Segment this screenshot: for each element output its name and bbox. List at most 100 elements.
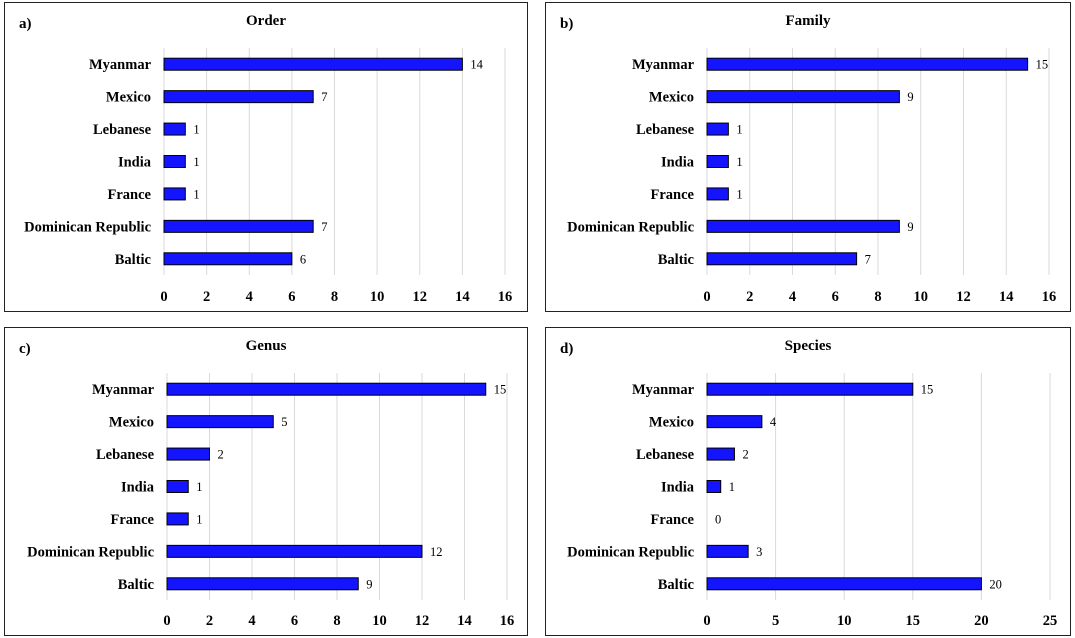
x-tick-label: 4 xyxy=(248,613,255,629)
data-label: 14 xyxy=(470,58,483,72)
x-tick-label: 4 xyxy=(246,289,253,305)
x-tick-label: 12 xyxy=(413,289,428,305)
data-label: 15 xyxy=(921,383,934,397)
category-label: Dominican Republic xyxy=(567,544,694,560)
chart-title: Order xyxy=(246,13,286,29)
data-label: 5 xyxy=(281,415,287,429)
x-tick-label: 6 xyxy=(291,613,298,629)
bar xyxy=(706,122,729,136)
category-label: Lebanese xyxy=(636,447,695,463)
data-label: 15 xyxy=(494,383,507,397)
bar-chart-family: 0 2 4 6 8 10 12 14 16 Myanmar 15 Mexico 9 Lebanese 1 In… xyxy=(567,48,1057,305)
data-label: 1 xyxy=(196,512,202,526)
chart-panel-species: d) Species 0 5 10 15 20 25 Myanmar 15 Mexico 4 Leb… xyxy=(545,327,1071,636)
bar xyxy=(166,544,423,558)
data-label: 4 xyxy=(770,415,777,429)
x-tick-label: 5 xyxy=(772,613,779,629)
x-tick-label: 20 xyxy=(974,613,989,629)
category-label: France xyxy=(651,512,695,528)
category-label: India xyxy=(118,155,152,171)
data-label: 1 xyxy=(736,155,742,169)
category-label: Mexico xyxy=(109,415,154,431)
category-label: France xyxy=(111,512,155,528)
data-label: 1 xyxy=(736,187,742,201)
x-tick-label: 12 xyxy=(956,289,971,305)
category-label: Mexico xyxy=(106,90,151,106)
category-label: France xyxy=(108,187,152,203)
data-label: 9 xyxy=(907,90,913,104)
bar xyxy=(706,577,982,591)
bar xyxy=(166,480,189,493)
data-label: 1 xyxy=(193,155,199,169)
x-tick-label: 16 xyxy=(498,289,513,305)
x-tick-label: 0 xyxy=(703,289,710,305)
data-label: 15 xyxy=(1036,58,1049,72)
x-tick-label: 14 xyxy=(457,613,472,629)
chart-title: Family xyxy=(785,13,831,29)
chart-panel-genus: c) Genus 0 2 4 6 8 10 12 14 16 Myanmar 15 Mexico 5 Le… xyxy=(4,327,528,636)
bar xyxy=(706,544,749,558)
x-tick-label: 8 xyxy=(333,613,340,629)
x-tick-label: 16 xyxy=(1042,289,1057,305)
category-label: Mexico xyxy=(649,415,694,431)
data-label: 9 xyxy=(366,577,372,591)
data-label: 6 xyxy=(300,252,306,266)
data-label: 2 xyxy=(742,448,748,462)
bar xyxy=(163,90,314,104)
bar xyxy=(163,219,314,233)
chart-title: Species xyxy=(784,338,832,354)
data-label: 1 xyxy=(196,480,202,494)
x-tick-label: 10 xyxy=(914,289,929,305)
data-label: 20 xyxy=(989,577,1002,591)
x-tick-label: 0 xyxy=(163,613,170,629)
category-label: Myanmar xyxy=(632,382,695,398)
x-tick-label: 16 xyxy=(500,613,515,629)
bar xyxy=(706,382,914,396)
bar xyxy=(706,480,722,493)
category-label: Lebanese xyxy=(636,122,695,138)
panel-label: c) xyxy=(19,341,31,357)
x-tick-label: 2 xyxy=(746,289,753,305)
x-tick-label: 14 xyxy=(455,289,470,305)
panel-label: d) xyxy=(560,341,574,357)
bar xyxy=(706,219,900,233)
x-tick-label: 2 xyxy=(206,613,213,629)
bar xyxy=(706,447,735,461)
x-tick-label: 0 xyxy=(703,613,710,629)
bar xyxy=(166,512,189,526)
category-label: Dominican Republic xyxy=(27,544,154,560)
x-tick-label: 6 xyxy=(288,289,295,305)
chart-title: Genus xyxy=(245,338,287,354)
category-label: Myanmar xyxy=(632,57,695,73)
x-tick-label: 12 xyxy=(415,613,430,629)
data-label: 7 xyxy=(321,220,327,234)
category-label: Myanmar xyxy=(92,382,155,398)
data-label: 1 xyxy=(193,123,199,137)
data-label: 7 xyxy=(321,90,327,104)
category-label: Lebanese xyxy=(93,122,152,138)
x-tick-label: 10 xyxy=(370,289,385,305)
data-label: 3 xyxy=(756,545,762,559)
bar xyxy=(166,415,274,429)
bar xyxy=(163,155,186,168)
category-label: Baltic xyxy=(658,252,695,268)
x-tick-label: 10 xyxy=(372,613,387,629)
panel-label: b) xyxy=(560,16,574,32)
category-label: India xyxy=(661,480,695,496)
bar xyxy=(706,252,858,266)
x-tick-label: 15 xyxy=(906,613,921,629)
x-tick-label: 25 xyxy=(1043,613,1058,629)
bar xyxy=(706,90,900,104)
category-label: Myanmar xyxy=(89,57,152,73)
x-tick-label: 8 xyxy=(331,289,338,305)
panel-label: a) xyxy=(19,16,32,32)
data-label: 7 xyxy=(865,252,871,266)
chart-panel-order: a) Order 0 2 4 6 8 10 12 14 16 Myanmar 14 Mexico 7 Le… xyxy=(4,2,528,312)
category-label: Lebanese xyxy=(96,447,155,463)
data-label: 9 xyxy=(907,220,913,234)
bar xyxy=(166,447,210,461)
bar xyxy=(163,57,463,71)
bar xyxy=(706,57,1029,71)
